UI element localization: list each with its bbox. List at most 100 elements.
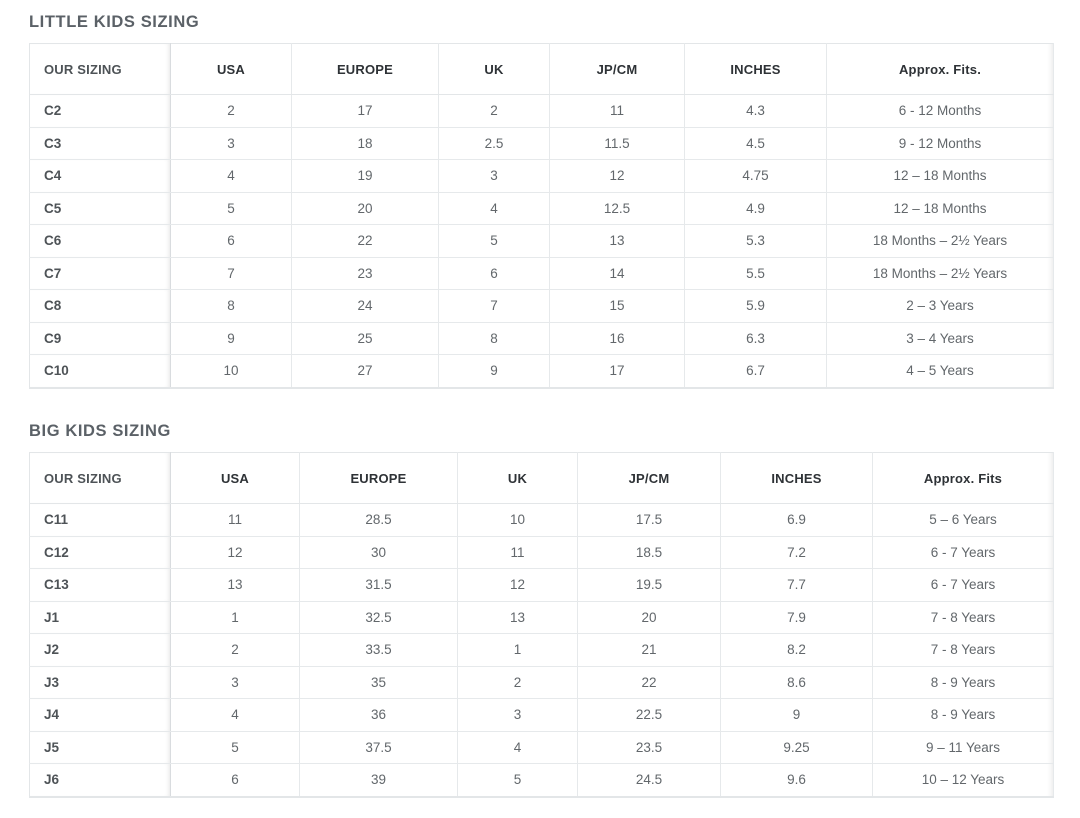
table-cell: 11.5 (549, 127, 685, 160)
table-row: J4 4 36 3 22.5 9 8 - 9 Years (29, 698, 1054, 732)
table-header-row: OUR SIZING USA EUROPE UK JP/CM INCHES Ap… (29, 452, 1054, 504)
table-cell: 27 (291, 354, 439, 389)
table-cell: C5 (29, 192, 171, 225)
table-cell: 11 (170, 503, 300, 537)
big-kids-title: BIG KIDS SIZING (29, 422, 171, 440)
table-cell: 17.5 (577, 503, 721, 537)
table-cell: 3 (170, 666, 300, 699)
table-cell: 22 (577, 666, 721, 699)
table-cell: 2 (438, 94, 550, 128)
table-cell: 18.5 (577, 536, 721, 569)
table-cell: 6.3 (684, 322, 827, 355)
little-kids-title: LITTLE KIDS SIZING (29, 13, 200, 31)
table-cell: 23 (291, 257, 439, 290)
table-row: C4 4 19 3 12 4.75 12 – 18 Months (29, 159, 1054, 193)
table-cell: 22 (291, 224, 439, 258)
table-cell: C4 (29, 159, 171, 193)
table-cell: 9.25 (720, 731, 873, 764)
table-cell: 10 (170, 354, 292, 389)
table-cell: 18 Months – 2½ Years (826, 257, 1054, 290)
table-cell: C13 (29, 568, 171, 602)
table-cell: 7.7 (720, 568, 873, 602)
table-cell: 33.5 (299, 633, 458, 667)
table-row: C11 11 28.5 10 17.5 6.9 5 – 6 Years (29, 503, 1054, 537)
table-cell: 16 (549, 322, 685, 355)
table-cell: 2.5 (438, 127, 550, 160)
table-cell: 25 (291, 322, 439, 355)
table-cell: 12 – 18 Months (826, 192, 1054, 225)
table-cell: 5.5 (684, 257, 827, 290)
table-cell: 2 – 3 Years (826, 289, 1054, 323)
table-cell: J6 (29, 763, 171, 798)
table-cell: 8 - 9 Years (872, 666, 1054, 699)
table-cell: 20 (577, 601, 721, 634)
table-cell: 9 (438, 354, 550, 389)
table-cell: 6 - 12 Months (826, 94, 1054, 128)
table-cell: 4 (170, 159, 292, 193)
table-cell: C12 (29, 536, 171, 569)
table-cell: 36 (299, 698, 458, 732)
table-cell: 6.7 (684, 354, 827, 389)
table-cell: 21 (577, 633, 721, 667)
table-row: J3 3 35 2 22 8.6 8 - 9 Years (29, 666, 1054, 699)
table-cell: 18 (291, 127, 439, 160)
table-cell: 12 (457, 568, 578, 602)
table-cell: J2 (29, 633, 171, 667)
table-cell: 7 - 8 Years (872, 601, 1054, 634)
table-cell: 24.5 (577, 763, 721, 798)
table-cell: 6 - 7 Years (872, 568, 1054, 602)
table-cell: 35 (299, 666, 458, 699)
table-cell: 12 (549, 159, 685, 193)
table-cell: 2 (457, 666, 578, 699)
column-header: USA (170, 452, 300, 504)
table-cell: 11 (549, 94, 685, 128)
table-cell: 3 (438, 159, 550, 193)
table-cell: 17 (549, 354, 685, 389)
table-cell: 9.6 (720, 763, 873, 798)
table-cell: 15 (549, 289, 685, 323)
table-cell: 19.5 (577, 568, 721, 602)
column-header: INCHES (684, 43, 827, 95)
table-row: C7 7 23 6 14 5.5 18 Months – 2½ Years (29, 257, 1054, 290)
table-cell: 8.6 (720, 666, 873, 699)
table-cell: 13 (549, 224, 685, 258)
table-cell: 4.5 (684, 127, 827, 160)
table-cell: 7 - 8 Years (872, 633, 1054, 667)
table-cell: 18 Months – 2½ Years (826, 224, 1054, 258)
column-header: USA (170, 43, 292, 95)
table-cell: 5 (457, 763, 578, 798)
table-cell: 14 (549, 257, 685, 290)
table-cell: 4.3 (684, 94, 827, 128)
table-cell: 13 (170, 568, 300, 602)
table-cell: 8 (438, 322, 550, 355)
table-cell: 8 (170, 289, 292, 323)
table-cell: 2 (170, 633, 300, 667)
table-cell: 39 (299, 763, 458, 798)
table-cell: 7 (170, 257, 292, 290)
table-cell: 6 (170, 224, 292, 258)
table-cell: 10 (457, 503, 578, 537)
table-row: J1 1 32.5 13 20 7.9 7 - 8 Years (29, 601, 1054, 634)
table-cell: 4.75 (684, 159, 827, 193)
table-cell: 7.2 (720, 536, 873, 569)
table-cell: 9 – 11 Years (872, 731, 1054, 764)
table-cell: 37.5 (299, 731, 458, 764)
column-header: Approx. Fits. (826, 43, 1054, 95)
table-cell: 7 (438, 289, 550, 323)
column-header: INCHES (720, 452, 873, 504)
table-cell: 5 (438, 224, 550, 258)
table-cell: 12 (170, 536, 300, 569)
table-row: C6 6 22 5 13 5.3 18 Months – 2½ Years (29, 224, 1054, 258)
table-cell: J3 (29, 666, 171, 699)
table-cell: 1 (170, 601, 300, 634)
table-cell: 6 (170, 763, 300, 798)
table-cell: 5.9 (684, 289, 827, 323)
table-cell: C10 (29, 354, 171, 389)
table-cell: 8.2 (720, 633, 873, 667)
column-header: EUROPE (299, 452, 458, 504)
table-cell: 23.5 (577, 731, 721, 764)
table-cell: 4 (170, 698, 300, 732)
big-kids-table: OUR SIZING USA EUROPE UK JP/CM INCHES Ap… (29, 452, 1054, 798)
table-cell: 10 – 12 Years (872, 763, 1054, 798)
table-cell: 6 (438, 257, 550, 290)
